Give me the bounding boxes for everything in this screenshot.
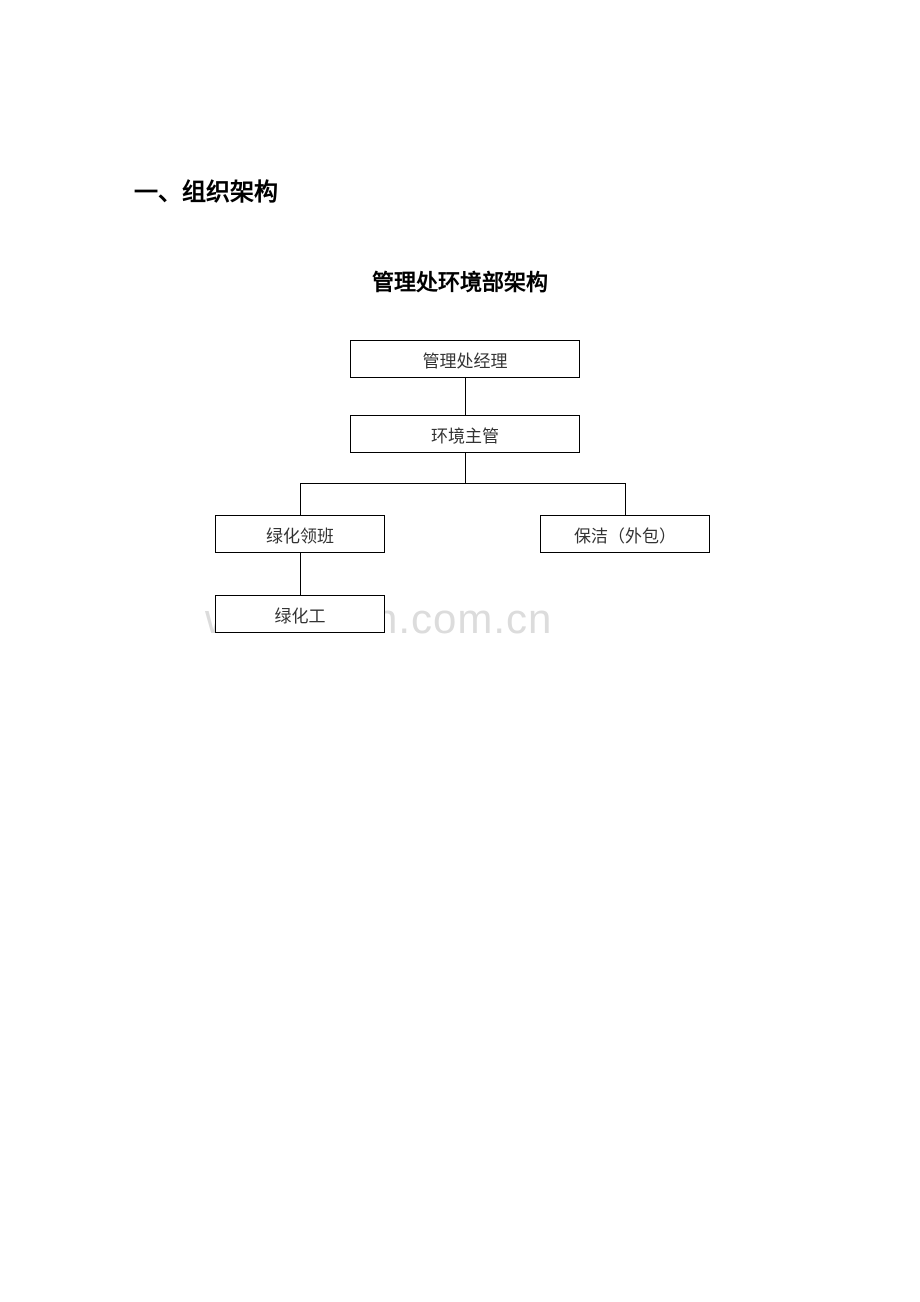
org-edge	[300, 483, 301, 515]
org-node-green-worker: 绿化工	[215, 595, 385, 633]
section-heading: 一、组织架构	[134, 172, 278, 207]
org-node-supervisor: 环境主管	[350, 415, 580, 453]
chart-title: 管理处环境部架构	[0, 265, 920, 297]
org-edge	[300, 553, 301, 595]
org-node-label: 环境主管	[431, 422, 499, 447]
org-edge	[465, 378, 466, 415]
org-node-cleaning: 保洁（外包）	[540, 515, 710, 553]
org-edge	[300, 483, 626, 484]
org-node-label: 绿化工	[275, 602, 326, 627]
org-node-label: 绿化领班	[266, 522, 334, 547]
org-edge	[625, 483, 626, 515]
org-edge	[465, 453, 466, 483]
org-node-label: 保洁（外包）	[574, 522, 676, 547]
org-node-manager: 管理处经理	[350, 340, 580, 378]
org-node-green-foreman: 绿化领班	[215, 515, 385, 553]
org-node-label: 管理处经理	[423, 347, 508, 372]
